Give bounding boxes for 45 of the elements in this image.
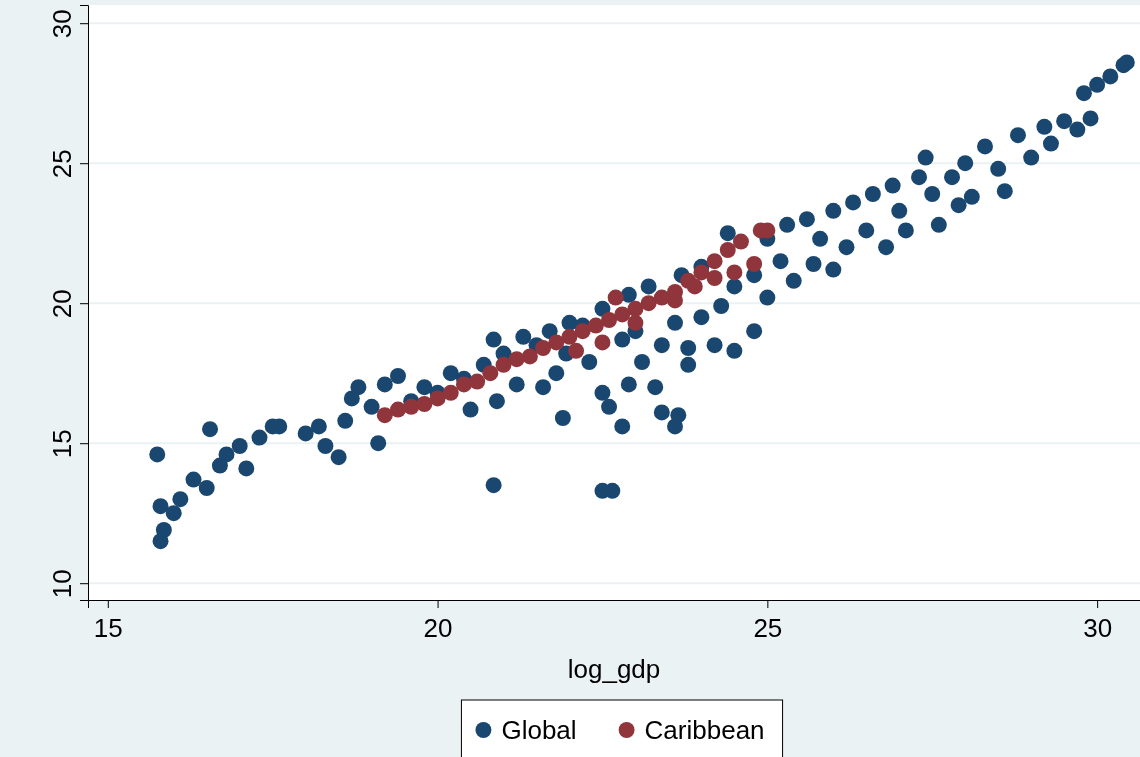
point (719, 242, 736, 258)
point (627, 314, 644, 331)
y-tick-label: 10 (47, 569, 78, 599)
point (587, 317, 604, 334)
point (594, 334, 611, 351)
x-axis-title: log_gdp (567, 654, 661, 684)
legend-label: Caribbean (644, 715, 765, 746)
y-tick-label: 25 (47, 149, 78, 179)
y-tick-label: 15 (47, 429, 78, 459)
point (706, 270, 723, 286)
point (482, 365, 499, 382)
point (403, 398, 420, 415)
legend-label: Global (501, 715, 577, 746)
point (693, 264, 710, 281)
point (390, 401, 406, 418)
point (429, 390, 446, 407)
point (627, 300, 644, 317)
point (614, 306, 631, 323)
point (442, 384, 459, 401)
point (469, 373, 486, 390)
point (535, 340, 552, 356)
point (706, 253, 723, 270)
x-tick-label: 20 (423, 613, 453, 643)
point (416, 396, 433, 412)
x-tick-label: 25 (753, 613, 783, 643)
point (521, 348, 538, 365)
point (376, 407, 393, 424)
point (726, 264, 743, 281)
x-tick-label: 30 (1083, 613, 1113, 643)
point (607, 289, 624, 306)
point (508, 351, 525, 368)
y-tick-label: 20 (47, 289, 78, 319)
point (455, 376, 472, 393)
x-tick-label: 15 (93, 613, 123, 643)
point (574, 323, 591, 340)
point (561, 328, 578, 345)
point (601, 312, 618, 328)
point (568, 342, 585, 359)
y-tick-label: 30 (47, 9, 78, 39)
point (548, 334, 565, 351)
point (746, 256, 763, 272)
point (640, 295, 657, 312)
point (732, 233, 749, 250)
point (495, 356, 512, 373)
point (686, 278, 703, 295)
